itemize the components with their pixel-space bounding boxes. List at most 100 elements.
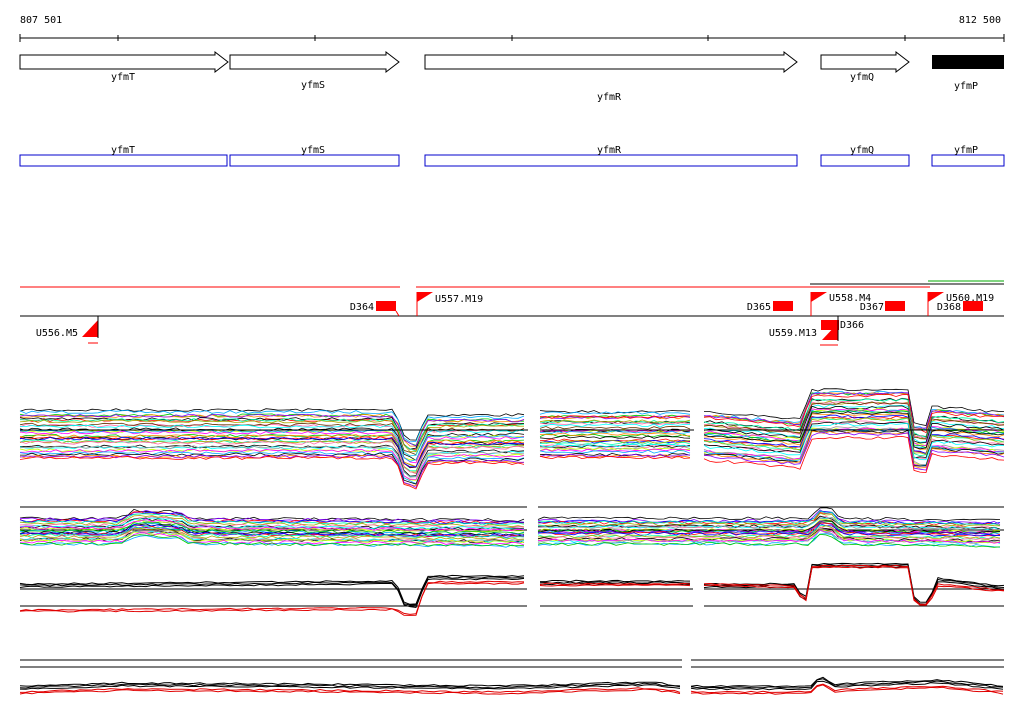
- expression-profile-line: [703, 428, 1005, 467]
- summary-profile-red: [539, 584, 691, 587]
- expression-profile-line: [703, 417, 1005, 455]
- feature-flag-u559-m13[interactable]: [822, 323, 838, 340]
- gene-label-yfmP: yfmP: [954, 81, 978, 92]
- summary-profile-red: [539, 582, 691, 586]
- gene-arrow-yfmQ[interactable]: [820, 50, 910, 74]
- gene-label-yfmQ: yfmQ: [850, 72, 874, 83]
- feature-track: D364 U557.M19 D365 U558.M4 D367 U560.M19…: [20, 280, 1004, 346]
- feature-label-d364: D364: [350, 302, 374, 313]
- d364-tick: [395, 310, 400, 317]
- expression-profile-line: [539, 433, 691, 438]
- feature-flag-u556-m5[interactable]: [82, 320, 98, 337]
- expression-profile-line: [19, 454, 525, 489]
- feature-flag-u558-m4[interactable]: [811, 292, 827, 302]
- expression-profile-line: [539, 415, 691, 420]
- expression-profile-line: [537, 510, 1001, 526]
- coordinate-ruler: [19, 34, 1005, 42]
- expression-profile-line: [19, 531, 525, 544]
- feature-flag-u560-m19[interactable]: [928, 292, 944, 302]
- cds-label-yfmP: yfmP: [954, 145, 978, 156]
- expression-profile-line: [19, 534, 525, 547]
- expression-profile-line: [537, 523, 1001, 537]
- expression-profile-line: [19, 527, 525, 540]
- gene-label-yfmR: yfmR: [597, 92, 622, 103]
- expression-profile-line: [19, 424, 525, 457]
- feature-block-d368[interactable]: [963, 301, 983, 311]
- feature-block-d365[interactable]: [773, 301, 793, 311]
- summary2-profile-black: [690, 680, 1004, 691]
- expression-profile-line: [539, 441, 691, 446]
- expression-profile-line: [19, 419, 524, 453]
- cds-box-yfmT[interactable]: [19, 154, 228, 167]
- expression-profile-line: [703, 414, 1005, 455]
- expression-profile-line: [537, 525, 1001, 541]
- gene-arrow-yfmS[interactable]: [229, 50, 400, 74]
- summary-profile-black: [19, 576, 524, 606]
- expression-profile-line: [537, 515, 1001, 530]
- expression-profile-line: [703, 405, 1005, 444]
- expression-profile-line: [537, 529, 1001, 544]
- feature-flag-u557-m19[interactable]: [417, 292, 433, 302]
- gene-track: yfmT yfmS yfmR yfmQ yfmP: [19, 50, 1004, 103]
- expression-profile-line: [703, 429, 1005, 467]
- summary-profile-red: [19, 582, 525, 616]
- expression-profile-line: [19, 417, 525, 450]
- expression-profile-line: [19, 422, 525, 456]
- cds-label-yfmT: yfmT: [111, 145, 135, 156]
- expression-profile-line: [19, 429, 525, 462]
- expression-profile-line: [19, 445, 525, 478]
- summary2-profile-red: [19, 687, 681, 693]
- gene-label-yfmT: yfmT: [111, 72, 135, 83]
- summary-profile-red: [703, 564, 1005, 605]
- gene-label-yfmS: yfmS: [301, 80, 325, 91]
- expression-profile-line: [539, 415, 690, 419]
- expression-profile-line: [537, 512, 1001, 526]
- summary-profile-red: [703, 566, 1005, 606]
- expression-profile-line: [703, 435, 1005, 474]
- gene-arrow-yfmR[interactable]: [424, 50, 798, 74]
- expression-profile-line: [539, 448, 691, 452]
- feature-block-d367[interactable]: [885, 301, 905, 311]
- expression-profile-line: [539, 419, 691, 424]
- expression-profile-line: [19, 509, 525, 523]
- expression-profile-line: [19, 423, 525, 457]
- expression-profile-line: [539, 449, 691, 454]
- expression-profile-line: [19, 532, 525, 546]
- expression-profile-line: [19, 519, 525, 533]
- expression-profile-line: [703, 390, 1005, 431]
- feature-block-d364[interactable]: [376, 301, 396, 311]
- feature-label-d366: D366: [840, 320, 864, 331]
- summary2-profile-black: [690, 678, 1004, 689]
- expression-profile-line: [703, 421, 1005, 459]
- expression-profile-line: [537, 520, 1001, 536]
- expression-profile-line: [19, 436, 525, 468]
- expression-profile-line: [539, 447, 691, 452]
- cds-box-yfmS[interactable]: [229, 154, 400, 167]
- feature-label-u558-m4: U558.M4: [829, 293, 871, 304]
- expression-profiles-panel-2: [19, 506, 1004, 548]
- cds-box-yfmQ[interactable]: [820, 154, 910, 167]
- cds-box-yfmR[interactable]: [424, 154, 798, 167]
- gene-arrow-yfmP[interactable]: [932, 55, 1004, 69]
- expression-profile-line: [538, 517, 1001, 531]
- expression-profile-line: [19, 436, 525, 468]
- summary-profile-black: [19, 574, 525, 605]
- expression-profile-line: [19, 519, 525, 532]
- expression-profile-line: [537, 533, 1001, 548]
- expression-profile-line: [539, 446, 691, 451]
- expression-profile-line: [703, 409, 1005, 449]
- expression-profile-line: [539, 435, 691, 439]
- expression-profile-line: [703, 427, 1005, 467]
- expression-profile-line: [703, 411, 1005, 450]
- feature-block-d366[interactable]: [821, 320, 839, 330]
- expression-profile-line: [539, 425, 691, 430]
- feature-label-u560-m19: U560.M19: [946, 293, 994, 304]
- expression-profile-line: [703, 401, 1005, 439]
- expression-profile-line: [703, 392, 1005, 429]
- summary2-profile-red: [690, 684, 1004, 695]
- summary-profile-panel-2: [19, 659, 1004, 695]
- gene-arrow-yfmT[interactable]: [19, 50, 229, 74]
- expression-profile-line: [537, 526, 1001, 541]
- cds-box-yfmP[interactable]: [931, 154, 1005, 167]
- expression-profile-line: [537, 529, 1001, 544]
